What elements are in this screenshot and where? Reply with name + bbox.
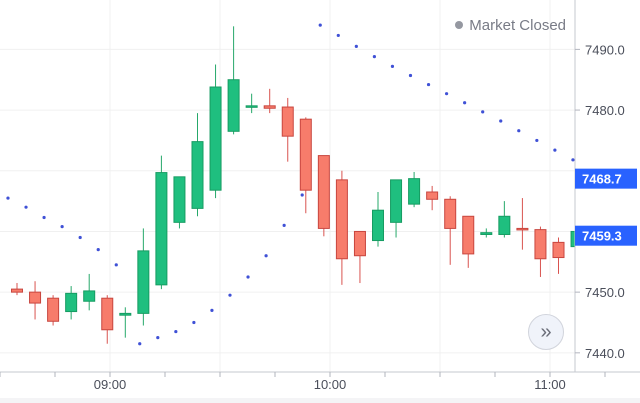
psar-dot <box>114 263 118 267</box>
psar-dot <box>60 224 64 229</box>
psar-dot <box>42 215 46 220</box>
status-dot-icon <box>455 21 464 29</box>
psar-dot <box>24 205 28 209</box>
candle-body <box>480 232 493 235</box>
time-axis[interactable]: 09:00 10:00 11:00 <box>0 371 640 403</box>
candle-body <box>119 312 132 316</box>
psar-dot <box>174 329 178 334</box>
psar-dot <box>372 55 376 59</box>
psar-dot <box>192 320 196 325</box>
candle-body <box>209 86 222 191</box>
time-label: 11:00 <box>534 377 566 392</box>
candle-body <box>227 79 240 132</box>
price-tick-label: 7450.0 <box>585 285 625 300</box>
psar-dot <box>408 73 413 78</box>
psar-dot <box>571 158 575 162</box>
candle-body <box>299 118 312 191</box>
candles <box>11 26 583 344</box>
psar-dot <box>463 101 467 105</box>
psar-dot <box>481 110 485 114</box>
price-axis[interactable]: 7490.0 7480.0 7450.0 7440.0 7468.7 7459.3 <box>574 0 640 403</box>
market-status-label: Market Closed <box>469 16 566 34</box>
psar-dot <box>336 33 340 38</box>
price-tick-label: 7440.0 <box>585 346 625 361</box>
candle-body <box>65 292 78 313</box>
psar-dot <box>210 308 214 312</box>
last-price-label: 7459.3 <box>582 229 622 244</box>
candle-body <box>281 106 294 137</box>
candle-body <box>101 297 114 331</box>
current-price-label-background <box>575 168 637 189</box>
time-label: 10:00 <box>314 377 347 392</box>
candle-body <box>191 141 204 209</box>
candle-body <box>83 290 96 302</box>
psar-dot <box>517 129 521 133</box>
grid-lines <box>0 0 575 372</box>
bottom-scrollbar <box>0 398 640 403</box>
candle-body <box>390 179 403 223</box>
psar-dot <box>246 275 250 279</box>
psar-dot <box>156 336 160 340</box>
candle-body <box>353 230 366 257</box>
candle-body <box>245 105 258 108</box>
candle-body <box>372 209 384 242</box>
psar-dot <box>138 342 142 346</box>
candle-body <box>462 215 475 255</box>
last-price-label-background <box>575 225 637 246</box>
psar-dot <box>78 235 82 240</box>
psar-dot <box>6 196 10 200</box>
market-status: Market Closed <box>455 16 566 34</box>
candle-body <box>155 172 168 286</box>
psar-dot <box>228 293 232 297</box>
psar-dot <box>354 44 358 48</box>
candle-body <box>173 176 186 223</box>
price-tick-label: 7490.0 <box>585 42 625 57</box>
double-chevron-right-icon: » <box>540 320 552 343</box>
time-label: 09:00 <box>94 377 127 392</box>
psar-dot <box>318 23 322 27</box>
psar-dot <box>499 119 503 123</box>
psar-dot <box>553 148 557 152</box>
current-price-label: 7468.7 <box>582 172 622 187</box>
psar-dots <box>6 23 575 346</box>
candle-body <box>552 241 565 259</box>
candle-body <box>444 198 457 229</box>
candle-body <box>534 229 547 260</box>
candle-body <box>498 215 511 235</box>
price-tick-label: 7480.0 <box>585 103 625 118</box>
psar-dot <box>96 248 100 252</box>
candle-body <box>516 227 529 231</box>
candle-body <box>317 155 330 229</box>
psar-dot <box>300 193 304 197</box>
psar-dot <box>282 223 286 227</box>
psar-dot <box>426 82 431 87</box>
candle-body <box>29 291 42 304</box>
psar-dot <box>390 64 395 68</box>
psar-dot <box>264 254 268 258</box>
psar-dot <box>444 92 449 96</box>
candle-body <box>426 191 439 200</box>
psar-dot <box>535 138 539 143</box>
price-axis-background <box>575 0 640 403</box>
candle-body <box>47 297 60 322</box>
candle-body <box>408 178 421 205</box>
candle-body <box>263 105 276 109</box>
candle-body <box>335 179 348 260</box>
candle-body <box>137 250 150 314</box>
scroll-to-latest-button[interactable]: » <box>528 314 564 350</box>
candle-body <box>11 288 23 293</box>
